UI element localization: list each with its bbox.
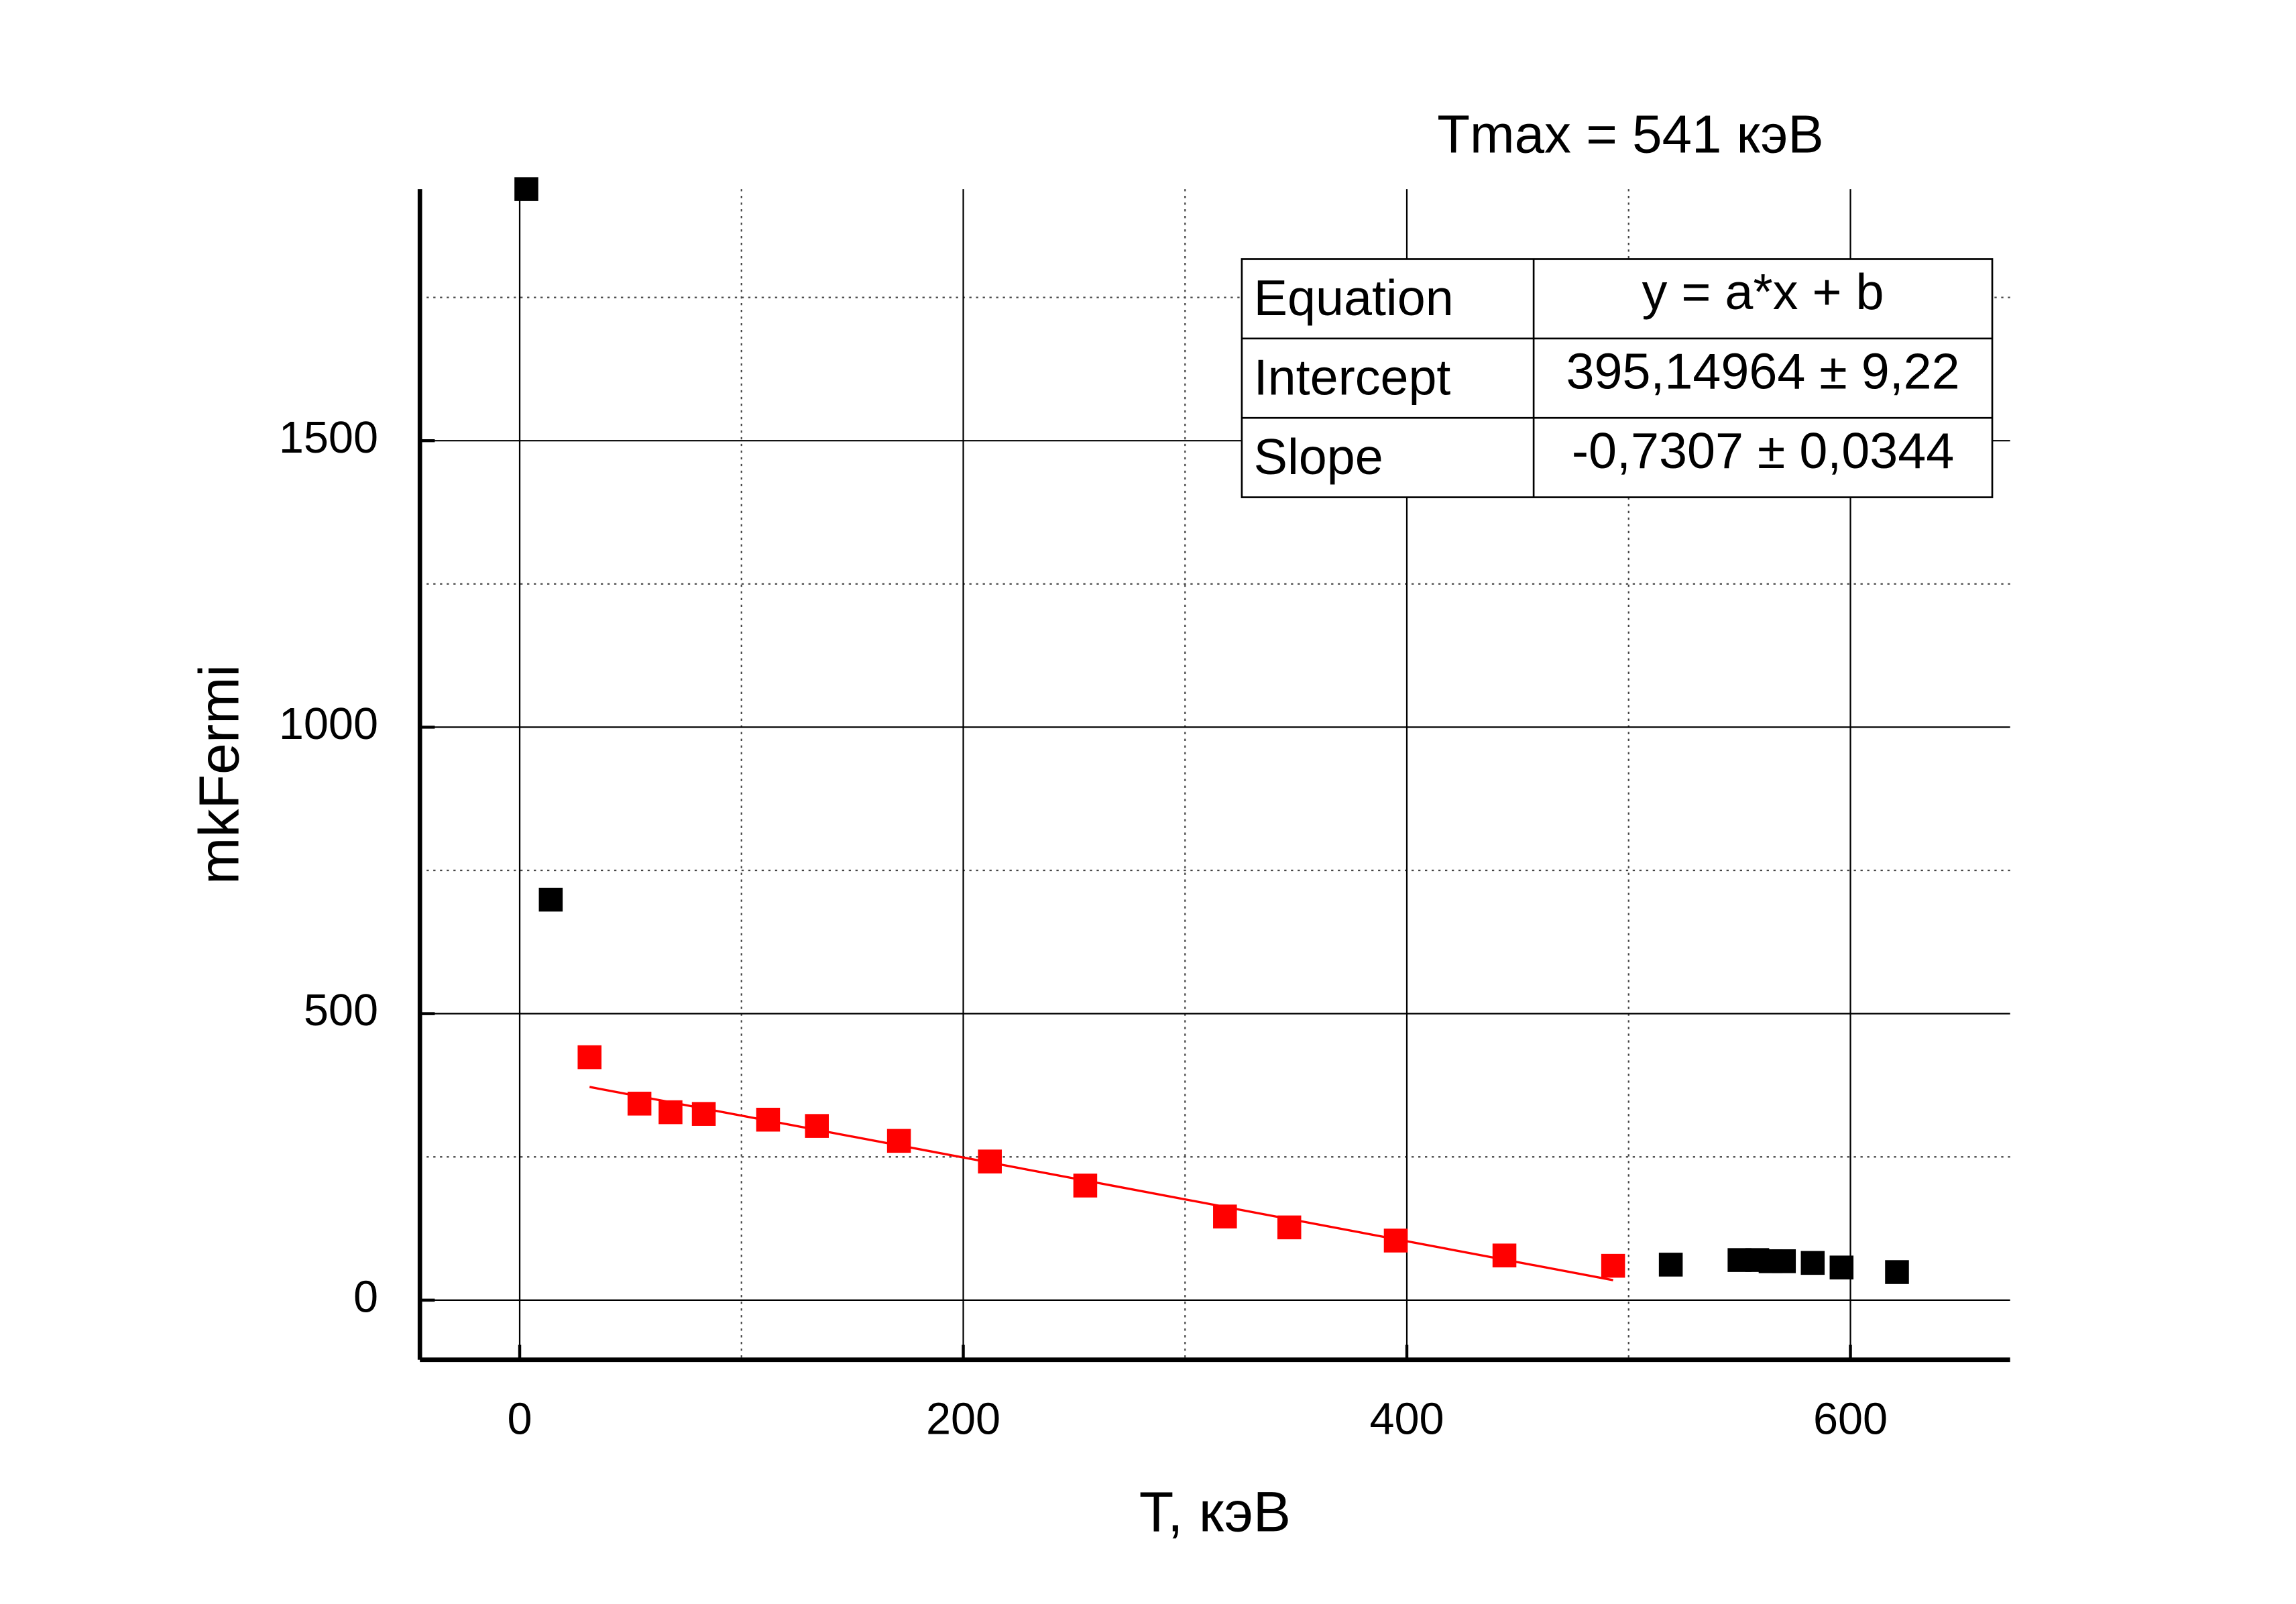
marker: [538, 887, 563, 912]
y-tick-label: 1000: [279, 699, 378, 749]
marker: [1885, 1260, 1909, 1284]
table-cell: -0,7307 ± 0,0344: [1572, 422, 1954, 479]
marker: [1073, 1173, 1098, 1198]
table-cell: y = a*x + b: [1642, 264, 1884, 320]
x-tick-label: 400: [1369, 1395, 1444, 1444]
table-cell: Slope: [1254, 428, 1383, 485]
table-cell: Equation: [1254, 270, 1454, 326]
annotation: Tmax = 541 кэВ: [1437, 105, 1823, 164]
table-box: [1241, 258, 1994, 498]
marker: [577, 1045, 601, 1070]
x-axis-label: T, кэВ: [1139, 1480, 1291, 1543]
x-tick-label: 200: [926, 1395, 1000, 1444]
marker: [1658, 1253, 1683, 1277]
fit-line: [589, 1086, 1613, 1281]
marker: [1492, 1243, 1517, 1268]
marker: [514, 177, 538, 201]
x-tick-label: 0: [507, 1395, 532, 1444]
marker: [1772, 1249, 1796, 1273]
table-cell: 395,14964 ± 9,22: [1566, 343, 1959, 400]
marker: [1829, 1255, 1854, 1279]
y-tick-label: 500: [304, 986, 378, 1035]
x-tick-label: 600: [1813, 1395, 1888, 1444]
table-cell: Intercept: [1254, 349, 1451, 405]
marker: [691, 1102, 716, 1126]
y-tick-label: 0: [353, 1272, 378, 1322]
marker: [1800, 1251, 1825, 1275]
marker: [1601, 1253, 1625, 1278]
marker: [805, 1114, 829, 1138]
y-axis-label: mkFermi: [187, 665, 250, 884]
marker: [886, 1129, 911, 1153]
y-tick-label: 1500: [279, 413, 378, 463]
